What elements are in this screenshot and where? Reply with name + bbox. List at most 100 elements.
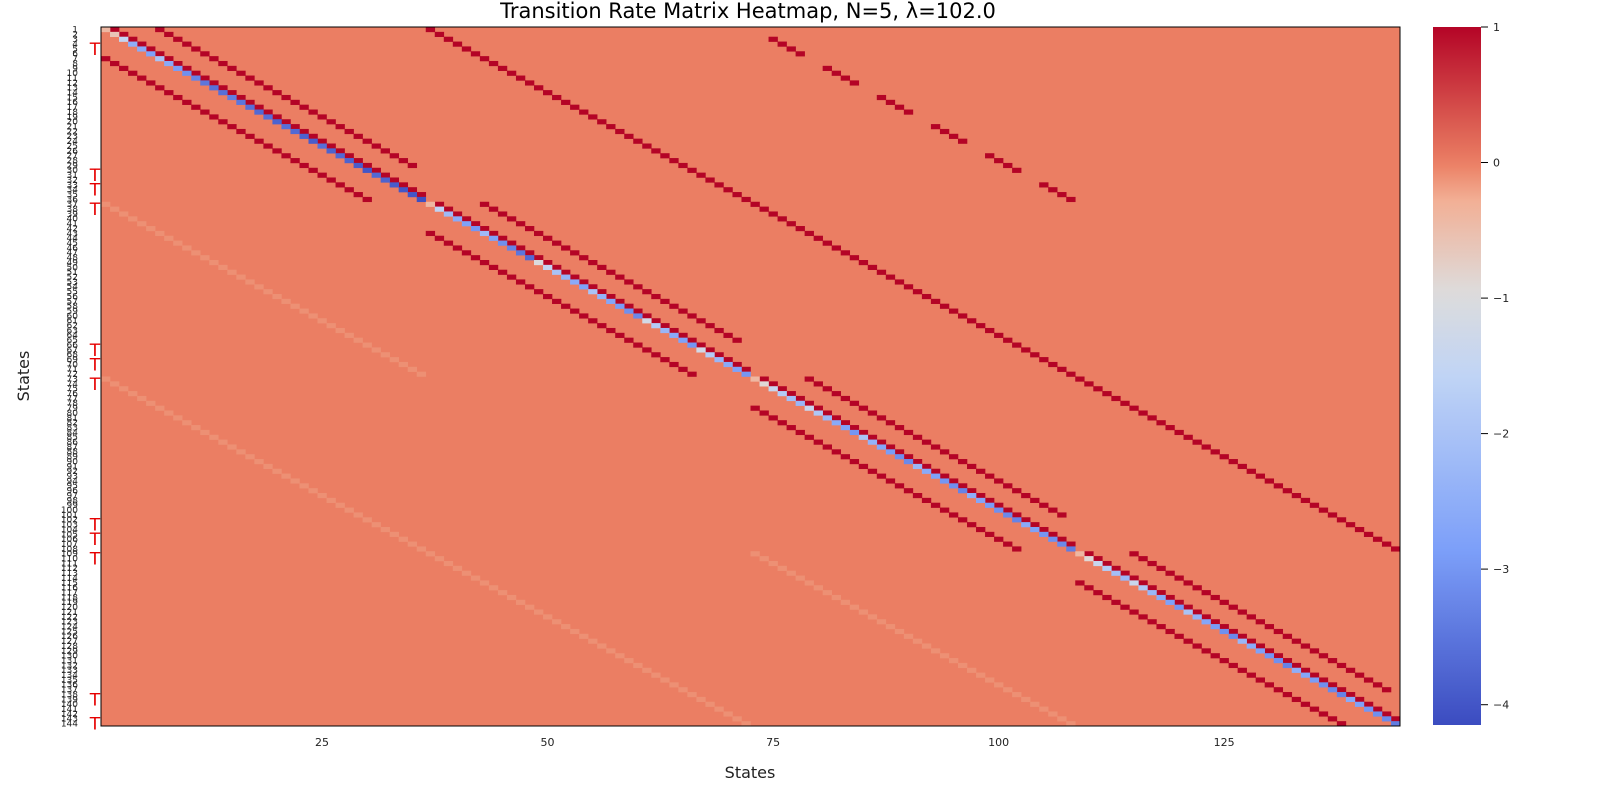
rate-cell xyxy=(669,158,679,164)
rate-cell xyxy=(930,124,941,130)
rate-cell xyxy=(552,94,562,101)
rate-cell xyxy=(1372,706,1383,712)
faint-cell xyxy=(335,327,345,334)
rate-cell xyxy=(1039,182,1049,188)
diagonal-cell xyxy=(570,279,580,285)
rate-cell xyxy=(1174,633,1184,639)
y-tick-label: 49 xyxy=(67,258,79,268)
terminal-marker: T xyxy=(89,550,101,570)
rate-cell xyxy=(1147,560,1157,567)
faint-cell xyxy=(1021,696,1031,703)
rate-cell xyxy=(1246,672,1256,678)
rate-cell xyxy=(795,429,805,436)
rate-cell xyxy=(506,70,517,76)
rate-cell xyxy=(939,128,950,135)
rate-cell xyxy=(696,318,706,324)
rate-cell xyxy=(1048,187,1058,193)
faint-cell xyxy=(921,643,932,649)
rate-cell xyxy=(1129,551,1139,557)
rate-cell xyxy=(723,357,733,363)
rate-cell xyxy=(705,347,715,353)
rate-cell xyxy=(1327,658,1338,664)
terminal-marker: T xyxy=(89,40,101,60)
y-tick-label: 33 xyxy=(67,181,78,191)
y-tick-label: 57 xyxy=(67,297,78,307)
terminal-marker: T xyxy=(89,715,101,735)
faint-cell xyxy=(119,211,129,217)
rate-cell xyxy=(858,405,869,411)
rate-cell xyxy=(967,522,977,528)
rate-cell xyxy=(1165,570,1175,576)
faint-cell xyxy=(633,662,643,669)
y-tick-label: 98 xyxy=(67,496,79,506)
rate-cell xyxy=(885,274,896,280)
faint-cell xyxy=(822,590,832,596)
y-tick-label: 27 xyxy=(67,152,78,162)
rate-cell xyxy=(1282,692,1293,698)
y-tick-label: 107 xyxy=(61,540,78,550)
faint-cell xyxy=(398,536,409,542)
faint-cell xyxy=(885,624,896,630)
rate-cell xyxy=(822,410,832,416)
rate-cell xyxy=(245,99,255,105)
y-tick-label: 93 xyxy=(67,472,78,482)
rate-cell xyxy=(1318,711,1329,717)
diagonal-cell xyxy=(777,391,787,397)
y-tick-label: 26 xyxy=(67,147,79,157)
rate-cell xyxy=(948,454,959,460)
rate-cell xyxy=(218,85,228,91)
diagonal-cell xyxy=(732,366,742,372)
faint-cell xyxy=(425,551,436,557)
y-tick-label: 50 xyxy=(67,263,79,273)
rate-cell xyxy=(849,459,860,465)
rate-cell xyxy=(1300,497,1311,503)
faint-cell xyxy=(299,483,309,489)
y-tick-label: 106 xyxy=(61,535,78,545)
rate-cell xyxy=(488,264,499,270)
rate-cell xyxy=(1084,381,1094,387)
rate-cell xyxy=(1165,425,1175,431)
faint-cell xyxy=(164,410,174,416)
rate-cell xyxy=(1237,609,1247,615)
rate-cell xyxy=(173,36,183,42)
y-tick-label: 8 xyxy=(72,59,78,69)
diagonal-cell xyxy=(1183,609,1193,615)
rate-cell xyxy=(606,293,616,300)
diagonal-cell xyxy=(750,376,760,382)
diagonal-cell xyxy=(921,468,932,474)
rate-cell xyxy=(579,279,589,285)
diagonal-cell xyxy=(236,99,246,105)
rate-cell xyxy=(344,128,354,135)
rate-cell xyxy=(1084,551,1094,557)
diagonal-cell xyxy=(1201,619,1211,625)
rate-cell xyxy=(534,85,544,91)
rate-cell xyxy=(1264,624,1275,630)
faint-cell xyxy=(552,619,562,625)
faint-cell xyxy=(263,289,273,295)
rate-cell xyxy=(1219,624,1229,630)
rate-cell xyxy=(1156,624,1166,630)
faint-cell xyxy=(398,361,409,368)
y-tick-label: 60 xyxy=(67,312,79,322)
rate-cell xyxy=(687,167,697,173)
faint-cell xyxy=(173,415,183,421)
y-tick-label: 89 xyxy=(67,453,79,463)
faint-cell xyxy=(209,434,219,440)
faint-cell xyxy=(137,221,147,227)
rate-cell xyxy=(191,46,201,52)
faint-cell xyxy=(236,449,246,455)
faint-cell xyxy=(669,682,679,688)
rate-cell xyxy=(326,143,336,149)
x-tick-label: 75 xyxy=(766,736,780,749)
rate-cell xyxy=(1219,454,1229,460)
rate-cell xyxy=(335,182,345,188)
rate-cell xyxy=(524,284,535,290)
faint-cell xyxy=(155,405,165,411)
y-tick-label: 91 xyxy=(67,462,78,472)
faint-cell xyxy=(245,454,255,460)
y-tick-label: 99 xyxy=(67,501,79,511)
rate-cell xyxy=(461,250,472,256)
diagonal-cell xyxy=(1084,556,1094,562)
rate-cell xyxy=(885,420,896,426)
y-tick-label: 47 xyxy=(67,249,78,259)
